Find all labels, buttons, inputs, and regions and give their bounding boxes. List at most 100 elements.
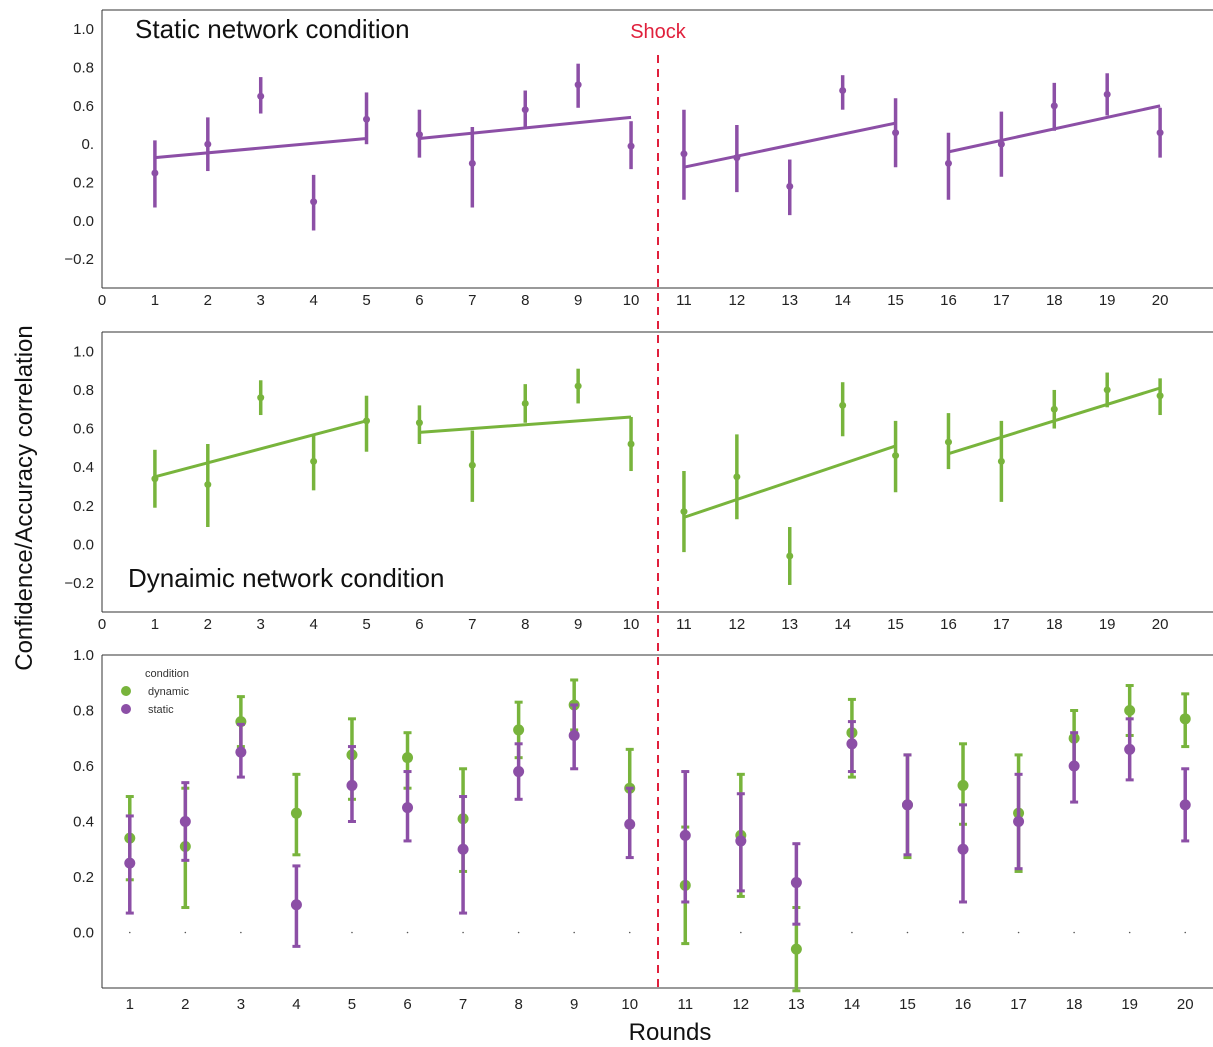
x-tick-label: 2 (204, 292, 212, 309)
x-tick-label: 15 (887, 292, 904, 309)
y-tick-label: 0.4 (73, 814, 94, 831)
static-point (363, 115, 371, 123)
y-tick-label: 0.2 (73, 869, 94, 886)
dynamic-point (290, 807, 302, 819)
x-tick-label: 11 (677, 996, 693, 1013)
x-axis-label: Rounds (629, 1019, 712, 1046)
static-point (1124, 743, 1136, 755)
zero-marker (851, 931, 853, 934)
x-tick-label: 18 (1046, 616, 1063, 633)
static-point (680, 150, 688, 158)
dynamic-point (257, 394, 265, 402)
dynamic-point (574, 382, 582, 390)
static-point (415, 131, 423, 139)
dynamic-point (1179, 713, 1191, 725)
static-point (679, 829, 691, 841)
zero-marker (628, 931, 631, 934)
dynamic-panel: Dynaimic network condition 1.0 0.8 0.6 0.4 0… (64, 331, 1213, 633)
x-tick-label: 16 (940, 616, 957, 633)
y-tick-label: 1.0 (73, 343, 94, 360)
x-tick-label: 14 (834, 292, 851, 309)
fit-line (683, 444, 897, 519)
zero-marker (1017, 931, 1020, 934)
x-tick-label: 15 (887, 616, 904, 633)
zero-marker (351, 931, 353, 934)
static-point (1156, 129, 1164, 137)
x-tick-label: 17 (993, 616, 1010, 633)
x-tick-label: 12 (729, 616, 746, 633)
static-point (457, 843, 469, 855)
x-tick-label: 5 (362, 616, 370, 633)
static-panel-title: Static network condition (135, 14, 410, 44)
static-point (1068, 760, 1080, 772)
zero-marker (517, 931, 520, 934)
static-point (944, 159, 952, 167)
x-tick-label: 17 (1010, 996, 1027, 1013)
y-tick-label: 0.4 (73, 459, 94, 476)
static-point (151, 169, 159, 177)
dynamic-point (1156, 392, 1164, 400)
x-tick-label: 4 (292, 996, 300, 1013)
x-tick-label: 9 (574, 292, 582, 309)
legend-label-static: static (148, 704, 174, 716)
x-tick-label: 6 (415, 616, 423, 633)
x-tick-label: 18 (1046, 292, 1063, 309)
y-tick-label: 0.8 (73, 382, 94, 399)
x-tick-label: 4 (309, 292, 317, 309)
x-tick-label: 13 (781, 616, 798, 633)
zero-marker (1128, 931, 1131, 934)
x-tick-label: 7 (459, 996, 467, 1013)
static-point (1179, 799, 1191, 811)
x-tick-label: 0 (98, 616, 106, 633)
x-tick-label: 13 (781, 292, 798, 309)
static-point (257, 92, 265, 100)
static-point (839, 87, 847, 95)
y-tick-label: 1.0 (73, 647, 94, 664)
y-tick-label: 0.6 (73, 98, 94, 115)
static-point (735, 835, 747, 847)
x-tick-label: 19 (1099, 616, 1116, 633)
zero-marker (906, 931, 909, 934)
zero-marker (240, 931, 242, 934)
dynamic-point (790, 943, 802, 955)
x-tick-label: 4 (309, 616, 317, 633)
static-point (786, 182, 794, 190)
y-tick-label: −0.2 (64, 251, 94, 268)
x-tick-label: 10 (623, 616, 640, 633)
dynamic-point (468, 461, 476, 469)
x-tick-label: 6 (403, 996, 411, 1013)
dynamic-point (1050, 405, 1058, 413)
x-tick-label: 11 (676, 616, 692, 633)
y-axis-label: Confidence/Accuracy correlation (11, 325, 38, 671)
combined-panel: condition dynamic static 1.0 0.8 0.6 0.4 0.2… (73, 647, 1213, 1013)
static-point (846, 738, 858, 750)
static-point (627, 142, 635, 150)
static-point (521, 106, 529, 114)
legend-title: condition (145, 668, 189, 680)
static-point (997, 140, 1005, 148)
static-point (957, 843, 969, 855)
y-tick-label: 0. (81, 136, 94, 153)
x-tick-label: 3 (237, 996, 245, 1013)
x-tick-label: 11 (676, 292, 692, 309)
dynamic-point (733, 473, 741, 481)
dynamic-point (402, 752, 414, 764)
x-tick-label: 9 (574, 616, 582, 633)
static-point (124, 857, 136, 869)
dynamic-point (151, 475, 159, 483)
static-point (892, 129, 900, 137)
dynamic-point (957, 779, 969, 791)
y-tick-label: 0.6 (73, 421, 94, 438)
x-tick-label: 1 (151, 292, 159, 309)
x-tick-label: 13 (788, 996, 805, 1013)
dynamic-point (1124, 705, 1136, 716)
x-tick-label: 1 (126, 996, 134, 1013)
y-tick-label: 0.0 (73, 536, 94, 553)
dynamic-point (627, 440, 635, 448)
static-point (290, 899, 302, 911)
static-panel: Static network condition 1.0 0.8 0.6 0. 0.2 0… (64, 9, 1213, 309)
x-tick-label: 19 (1099, 292, 1116, 309)
static-point (346, 779, 358, 791)
x-tick-label: 12 (729, 292, 746, 309)
x-tick-label: 14 (844, 996, 861, 1013)
